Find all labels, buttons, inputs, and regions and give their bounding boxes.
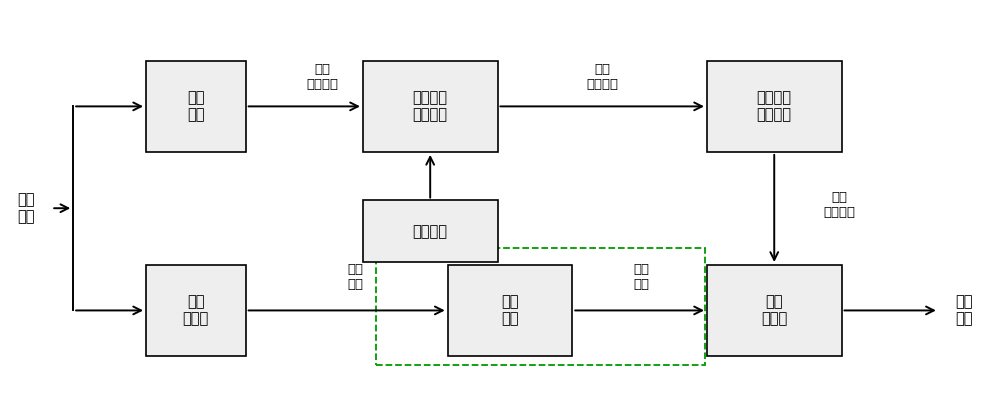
- Bar: [707, 61, 842, 152]
- Text: 宽带
语音: 宽带 语音: [955, 294, 972, 327]
- Text: 特征
提取: 特征 提取: [187, 90, 205, 122]
- Bar: [363, 61, 498, 152]
- Text: 宽带
语音包络: 宽带 语音包络: [587, 63, 619, 91]
- Text: 激励
扩展: 激励 扩展: [501, 294, 519, 327]
- Text: 宽带语音
包络估计: 宽带语音 包络估计: [413, 90, 448, 122]
- Bar: [363, 200, 498, 262]
- Text: 线性
预测系数: 线性 预测系数: [823, 192, 855, 219]
- Text: 线性预测
系数恢复: 线性预测 系数恢复: [757, 90, 792, 122]
- Text: 宽带
激励: 宽带 激励: [634, 263, 650, 291]
- Bar: [146, 61, 246, 152]
- Bar: [448, 265, 572, 356]
- Text: 窄带
语音包络: 窄带 语音包络: [306, 63, 338, 91]
- Text: 映射模型: 映射模型: [413, 224, 448, 239]
- Bar: [707, 265, 842, 356]
- Bar: [376, 248, 705, 365]
- Text: 窄带
激励: 窄带 激励: [347, 263, 363, 291]
- Bar: [146, 265, 246, 356]
- Text: 合成
滤波器: 合成 滤波器: [761, 294, 787, 327]
- Text: 窄带
语音: 窄带 语音: [18, 192, 35, 224]
- Text: 分析
滤波器: 分析 滤波器: [183, 294, 209, 327]
